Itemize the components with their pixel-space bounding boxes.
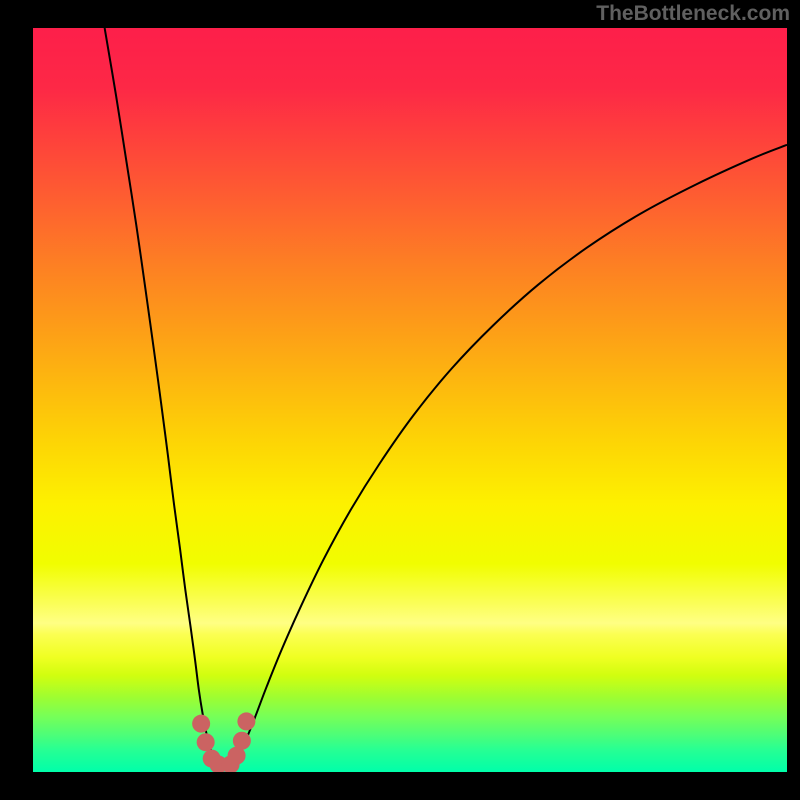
curve-layer bbox=[33, 28, 787, 772]
chart-frame: TheBottleneck.com bbox=[0, 0, 800, 800]
marker-dot bbox=[233, 732, 251, 750]
marker-dot bbox=[237, 712, 255, 730]
marker-group bbox=[192, 712, 255, 772]
curve-right-branch bbox=[233, 145, 787, 765]
plot-area bbox=[33, 28, 787, 772]
marker-dot bbox=[192, 715, 210, 733]
curve-left-branch bbox=[105, 28, 218, 765]
watermark-text: TheBottleneck.com bbox=[596, 2, 790, 26]
marker-dot bbox=[197, 733, 215, 751]
